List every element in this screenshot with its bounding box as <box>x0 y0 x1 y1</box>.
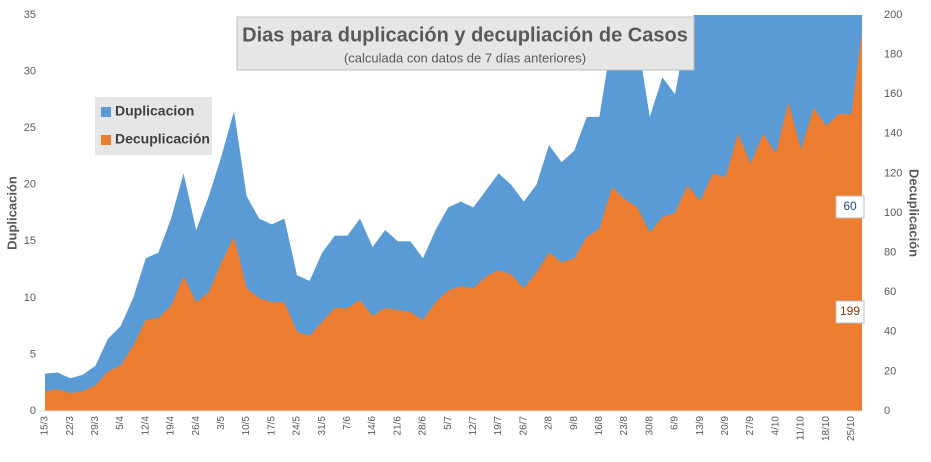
title-box <box>236 16 695 71</box>
y2-tick-label: 80 <box>884 247 896 259</box>
x-tick-label: 25/10 <box>846 416 857 441</box>
y2-axis-label: Decuplicación <box>907 169 922 257</box>
y2-tick-label: 60 <box>884 286 896 298</box>
x-tick-label: 30/8 <box>644 416 655 436</box>
y-tick-label: 25 <box>24 122 36 134</box>
x-tick-label: 12/4 <box>140 416 151 436</box>
chart-subtitle: (calculada con datos de 7 días anteriore… <box>344 50 586 65</box>
y2-tick-label: 200 <box>884 9 902 21</box>
y-axis-label: Duplicación <box>4 176 19 250</box>
area <box>45 32 862 411</box>
x-tick-label: 5/7 <box>443 416 454 430</box>
x-tick-label: 6/9 <box>670 416 681 430</box>
x-tick-label: 18/10 <box>821 416 832 441</box>
y2-tick-label: 120 <box>884 167 902 179</box>
x-tick-label: 4/10 <box>770 416 781 436</box>
y2-tick-label: 40 <box>884 326 896 338</box>
x-tick-label: 13/9 <box>695 416 706 436</box>
x-tick-label: 2/8 <box>544 416 555 430</box>
x-tick-label: 21/6 <box>392 416 403 436</box>
x-tick-label: 14/6 <box>367 416 378 436</box>
y2-tick-label: 0 <box>884 405 890 417</box>
legend-swatch <box>101 135 111 145</box>
x-tick-label: 31/5 <box>317 416 328 436</box>
y2-tick-label: 180 <box>884 49 902 61</box>
x-tick-label: 19/7 <box>493 416 504 436</box>
x-tick-label: 17/5 <box>266 416 277 436</box>
y2-tick-label: 20 <box>884 365 896 377</box>
y-tick-label: 5 <box>30 348 36 360</box>
y-tick-label: 35 <box>24 9 36 21</box>
legend-swatch <box>101 107 111 117</box>
chart-title: Dias para duplicación y decupliación de … <box>242 24 688 46</box>
y-tick-label: 30 <box>24 65 36 77</box>
x-tick-label: 22/3 <box>65 416 76 436</box>
data-label: 199 <box>840 304 860 318</box>
y-tick-label: 20 <box>24 179 36 191</box>
data-label-box <box>835 300 865 324</box>
x-tick-label: 19/4 <box>166 416 177 436</box>
x-tick-label: 27/9 <box>745 416 756 436</box>
x-tick-label: 23/8 <box>619 416 630 436</box>
y-tick-label: 0 <box>30 405 36 417</box>
x-tick-label: 5/4 <box>115 416 126 430</box>
legend-label: Duplicacion <box>115 103 194 119</box>
y2-tick-label: 160 <box>884 88 902 100</box>
y2-tick-label: 100 <box>884 207 902 219</box>
y-tick-label: 10 <box>24 292 36 304</box>
data-label-box <box>835 195 865 219</box>
x-tick-label: 28/6 <box>418 416 429 436</box>
x-tick-label: 26/4 <box>191 416 202 436</box>
x-tick-label: 16/8 <box>594 416 605 436</box>
x-tick-label: 9/8 <box>569 416 580 430</box>
x-tick-label: 3/5 <box>216 416 227 430</box>
x-tick-label: 29/3 <box>90 416 101 436</box>
y-tick-label: 15 <box>24 235 36 247</box>
x-tick-label: 26/7 <box>518 416 529 436</box>
data-label: 60 <box>843 199 857 213</box>
legend <box>95 97 212 155</box>
x-tick-label: 12/7 <box>468 416 479 436</box>
legend-label: Decuplicación <box>115 131 210 147</box>
plot-area <box>45 15 862 411</box>
x-tick-label: 24/5 <box>292 416 303 436</box>
x-tick-label: 7/6 <box>342 416 353 430</box>
x-tick-label: 10/5 <box>241 416 252 436</box>
x-tick-label: 20/9 <box>720 416 731 436</box>
x-tick-label: 11/10 <box>796 416 807 441</box>
x-tick-label: 15/3 <box>40 416 51 436</box>
y2-tick-label: 140 <box>884 128 902 140</box>
